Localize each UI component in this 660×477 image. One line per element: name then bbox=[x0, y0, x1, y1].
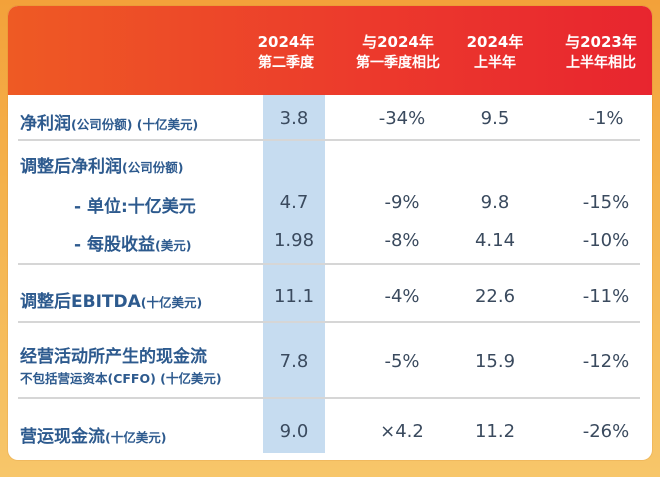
header-vs-q1-line2: 第一季度相比 bbox=[356, 55, 440, 71]
ocf-label-text: 营运现金流 bbox=[20, 427, 105, 447]
header-h1-2024-line2: 上半年 bbox=[474, 55, 516, 71]
header-vs-q1: 与2024年 第一季度相比 bbox=[338, 32, 458, 76]
header-q2-2024: 2024年 第二季度 bbox=[231, 32, 341, 76]
cffo-vs-h1-2023: -12% bbox=[582, 351, 630, 372]
header-vs-q1-line1: 与2024年 bbox=[362, 33, 434, 51]
header-q2-2024-line2: 第二季度 bbox=[258, 55, 314, 71]
net-income-vs-h1-2023: -1% bbox=[588, 108, 624, 129]
row-ebitda-label: 调整后EBITDA(十亿美元) bbox=[20, 287, 202, 312]
q2-column-highlight bbox=[263, 95, 325, 453]
adjusted-net-income-label-text: 调整后净利润 bbox=[20, 157, 122, 177]
row-adjusted-net-income-label: 调整后净利润(公司份额) bbox=[20, 152, 183, 177]
header-h1-2024-line1: 2024年 bbox=[466, 33, 524, 51]
header-vs-h1-2023-line1: 与2023年 bbox=[565, 33, 637, 51]
eps-h1: 4.14 bbox=[474, 230, 516, 251]
adjusted-billions-vs-h1-2023: -15% bbox=[582, 192, 630, 213]
ebitda-q2: 11.1 bbox=[273, 286, 315, 307]
net-income-q2: 3.8 bbox=[279, 108, 309, 129]
header-q2-2024-line1: 2024年 bbox=[257, 33, 315, 51]
row-eps-label: - 每股收益(美元) bbox=[74, 230, 191, 255]
net-income-unit: (公司份额) (十亿美元) bbox=[71, 117, 199, 132]
header-vs-h1-2023-line2: 上半年相比 bbox=[566, 55, 636, 71]
ocf-vs-h1-2023: -26% bbox=[582, 421, 630, 442]
adjusted-billions-h1: 9.8 bbox=[480, 192, 510, 213]
cffo-h1: 15.9 bbox=[474, 351, 516, 372]
header-h1-2024: 2024年 上半年 bbox=[440, 32, 550, 76]
eps-unit: (美元) bbox=[154, 238, 192, 253]
row-net-income-label: 净利润(公司份额) (十亿美元) bbox=[20, 109, 198, 134]
ocf-vs-q1: ×4.2 bbox=[380, 421, 424, 442]
row-cffo-label: 经营活动所产生的现金流 bbox=[20, 347, 207, 367]
eps-vs-h1-2023: -10% bbox=[582, 230, 630, 251]
adjusted-net-income-unit: (公司份额) bbox=[122, 160, 184, 175]
cffo-vs-q1: -5% bbox=[384, 351, 420, 372]
net-income-vs-q1: -34% bbox=[378, 108, 426, 129]
row-divider bbox=[18, 321, 640, 323]
ebitda-h1: 22.6 bbox=[474, 286, 516, 307]
row-divider bbox=[18, 263, 640, 265]
ocf-h1: 11.2 bbox=[474, 421, 516, 442]
row-divider bbox=[18, 139, 640, 141]
adjusted-billions-q2: 4.7 bbox=[279, 192, 309, 213]
adjusted-billions-vs-q1: -9% bbox=[384, 192, 420, 213]
eps-vs-q1: -8% bbox=[384, 230, 420, 251]
net-income-label-text: 净利润 bbox=[20, 114, 71, 134]
table-header: 2024年 第二季度 与2024年 第一季度相比 2024年 上半年 与2023… bbox=[8, 6, 652, 95]
eps-label-text: - 每股收益 bbox=[74, 235, 155, 255]
row-divider bbox=[18, 397, 640, 399]
header-vs-h1-2023: 与2023年 上半年相比 bbox=[546, 32, 652, 76]
row-ocf-label: 营运现金流(十亿美元) bbox=[20, 422, 166, 447]
cffo-q2: 7.8 bbox=[279, 351, 309, 372]
net-income-h1: 9.5 bbox=[480, 108, 510, 129]
eps-q2: 1.98 bbox=[273, 230, 315, 251]
ebitda-vs-h1-2023: -11% bbox=[582, 286, 630, 307]
ebitda-vs-q1: -4% bbox=[384, 286, 420, 307]
cffo-unit: 不包括营运资本(CFFO) (十亿美元) bbox=[20, 371, 222, 386]
ocf-unit: (十亿美元) bbox=[105, 430, 167, 445]
financial-table-card: 2024年 第二季度 与2024年 第一季度相比 2024年 上半年 与2023… bbox=[8, 6, 652, 460]
ebitda-label-text: 调整后EBITDA bbox=[20, 292, 141, 312]
ebitda-unit: (十亿美元) bbox=[140, 295, 203, 310]
row-adjusted-billions-label: - 单位:十亿美元 bbox=[74, 197, 196, 217]
ocf-q2: 9.0 bbox=[279, 421, 309, 442]
